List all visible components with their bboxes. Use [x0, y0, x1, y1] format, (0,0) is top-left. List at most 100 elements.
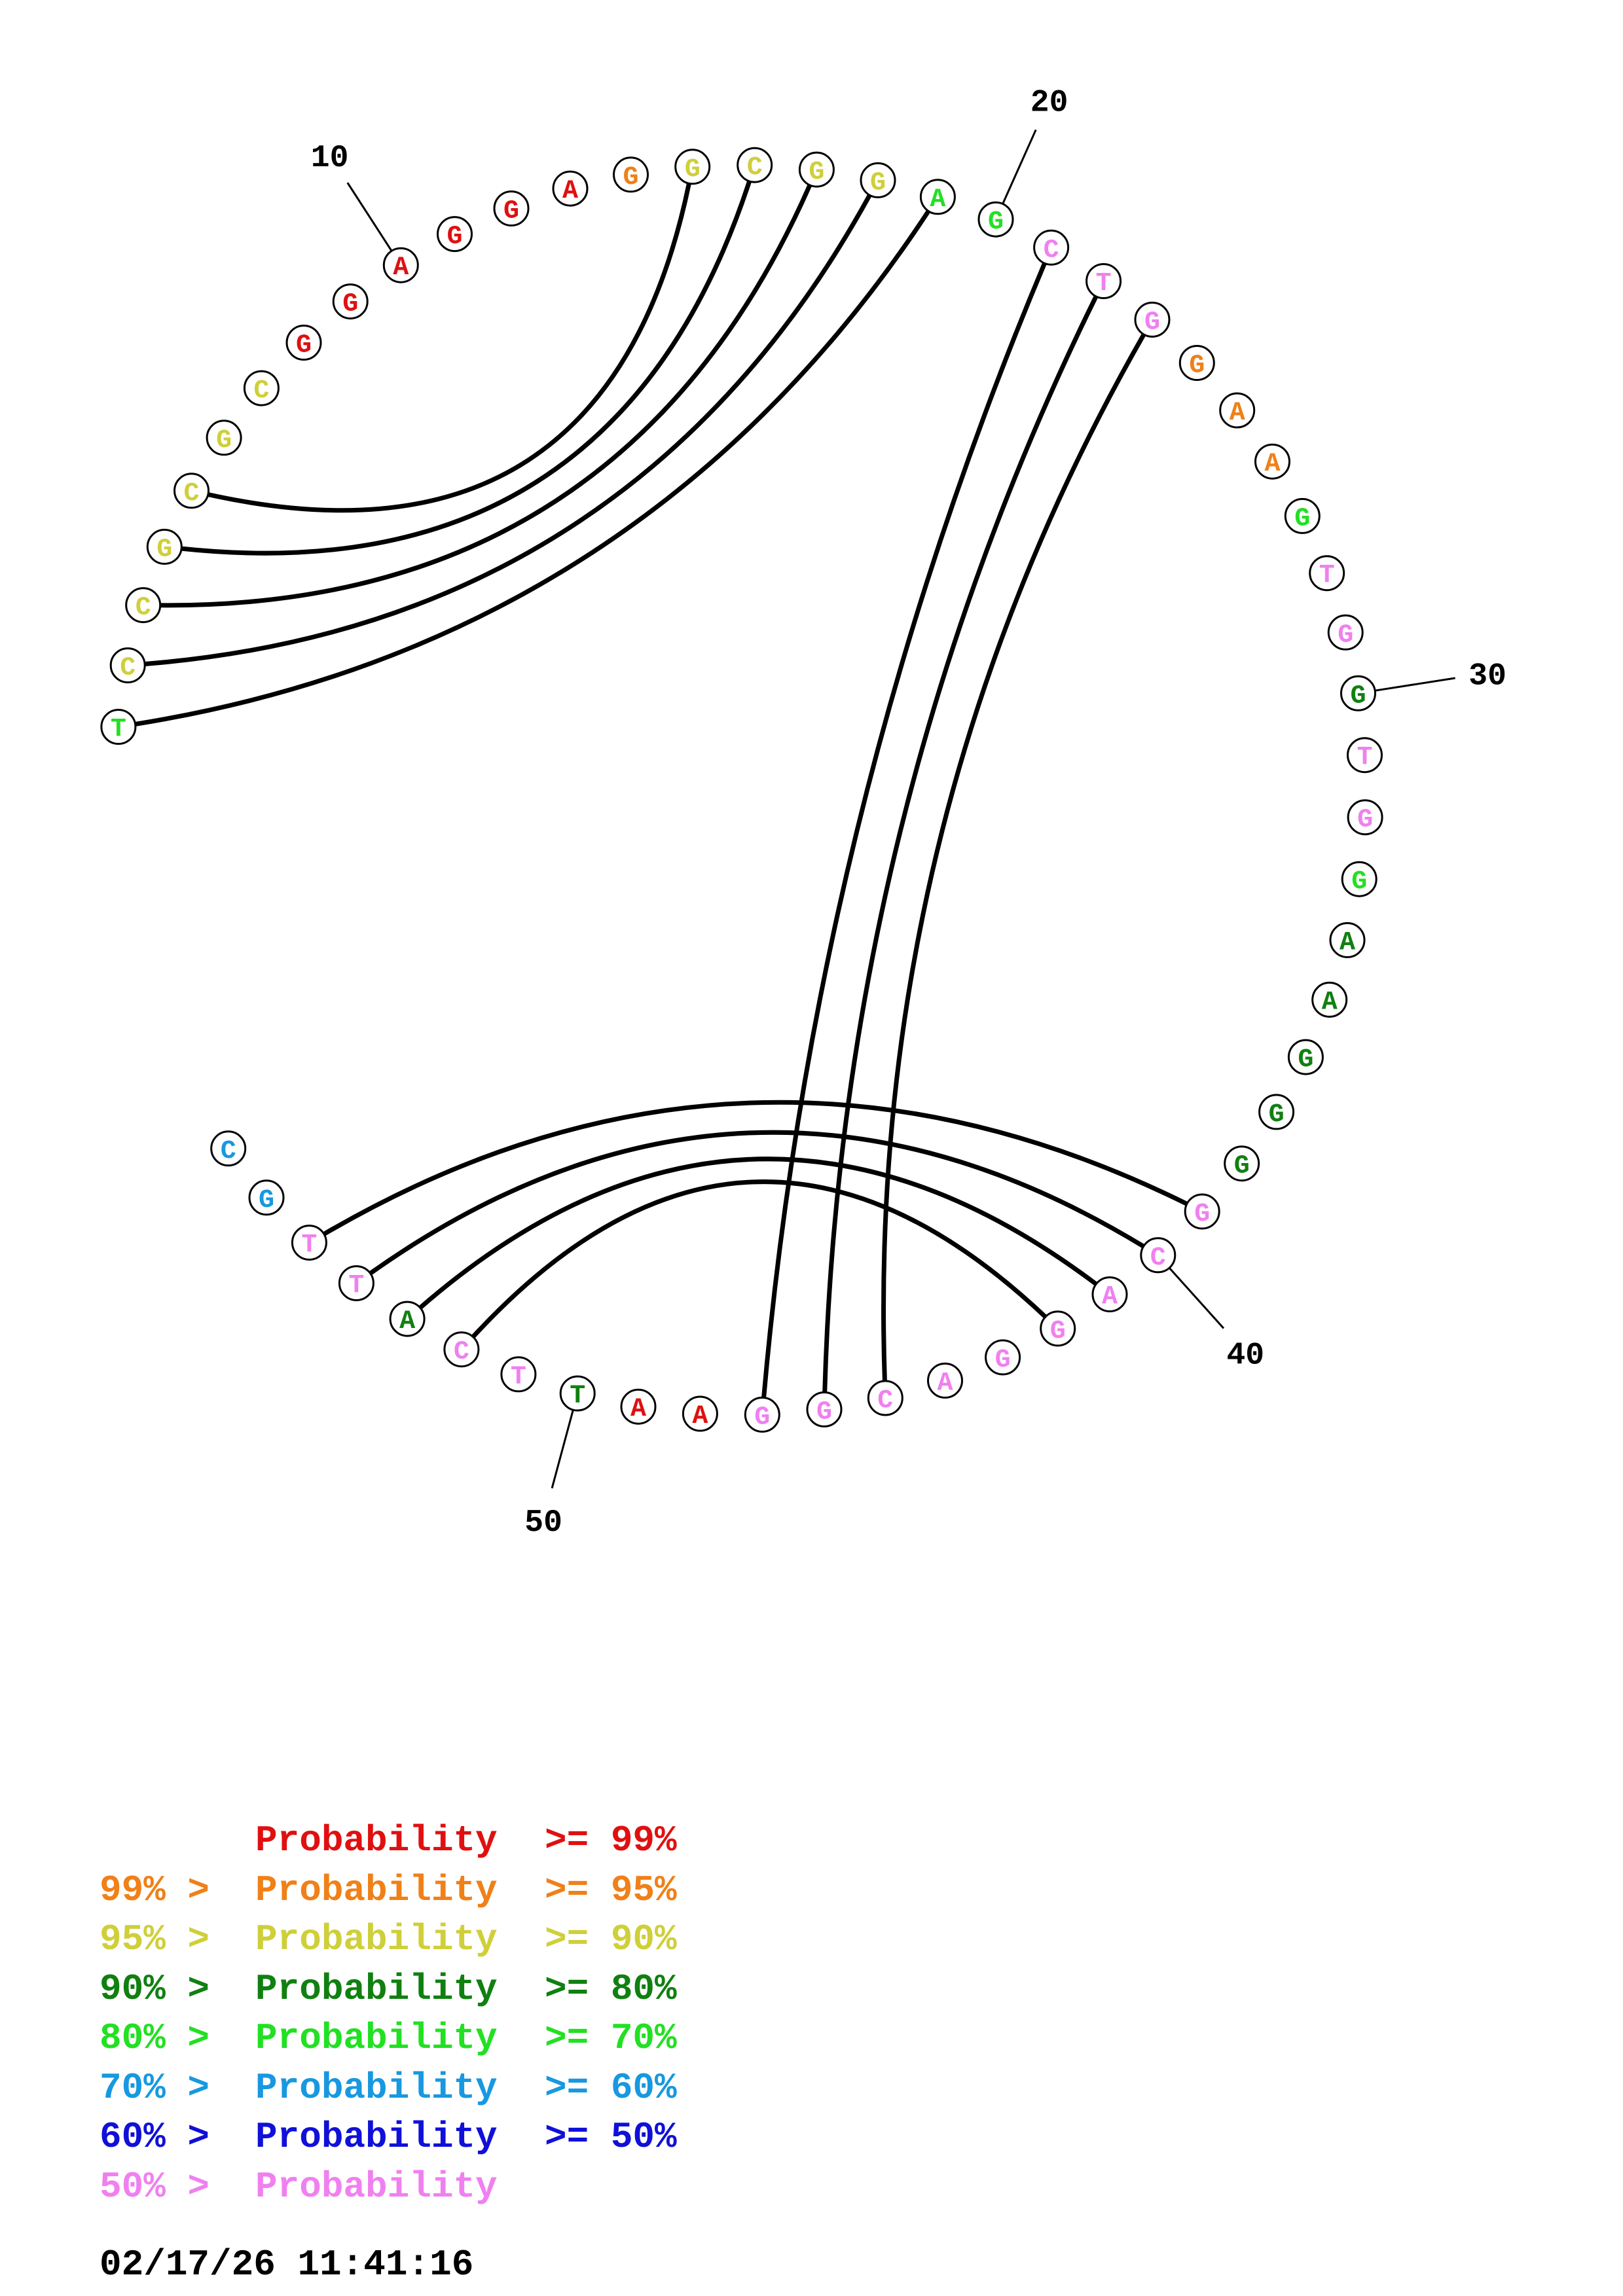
- nucleotide-circle: [443, 1331, 480, 1368]
- nucleotide: G: [798, 151, 835, 188]
- nucleotide-letter: A: [1102, 1283, 1118, 1312]
- nucleotide-circle: [338, 1265, 374, 1302]
- nucleotide-letter: G: [1338, 620, 1353, 650]
- nucleotide-letter: A: [1264, 450, 1280, 479]
- nucleotide-circle: [493, 190, 530, 226]
- nucleotide: A: [1254, 443, 1290, 480]
- nucleotide-circle: [1309, 555, 1345, 592]
- nucleotide-letter: G: [1144, 308, 1160, 337]
- legend-upper-bound: >= 70%: [545, 2017, 677, 2059]
- nucleotide: T: [1309, 555, 1345, 592]
- nucleotide-circle: [1258, 1094, 1295, 1130]
- nucleotide-letter: G: [503, 197, 519, 226]
- base-pair-arc: [418, 1157, 1098, 1310]
- nucleotide: G: [1327, 614, 1364, 651]
- nucleotide-circle: [389, 1300, 426, 1337]
- nucleotide-circle: [291, 1225, 327, 1261]
- nucleotide-letter: C: [1150, 1244, 1166, 1273]
- nucleotide-letter: G: [1050, 1317, 1066, 1346]
- nucleotide-circle: [919, 179, 956, 215]
- nucleotide-letter: G: [1234, 1152, 1250, 1181]
- nucleotide-circle: [1329, 922, 1366, 958]
- nucleotide-letter: C: [183, 479, 199, 509]
- nucleotide-letter: G: [1350, 681, 1366, 711]
- nucleotide-circle: [1341, 861, 1377, 897]
- nucleotide-circle: [867, 1380, 903, 1416]
- nucleotide-letter: T: [570, 1382, 585, 1411]
- position-label: 20: [1030, 86, 1068, 121]
- legend-label: Probability: [255, 1820, 498, 1861]
- base-pair-arc: [881, 333, 1146, 1382]
- nucleotide-circle: [860, 162, 896, 198]
- nucleotide-circle: [1340, 675, 1376, 711]
- legend-lower-bound: 70% >: [100, 2066, 210, 2109]
- legend-upper-bound: >= 99%: [545, 1820, 677, 1861]
- nucleotide: G: [1178, 345, 1215, 381]
- nucleotide-letter: A: [930, 185, 945, 215]
- legend-upper-bound: >= 50%: [545, 2116, 677, 2158]
- legend-upper-bound: >= 80%: [545, 1967, 677, 2010]
- nucleotide-letter: T: [111, 715, 126, 745]
- legend-upper-bound: >= 60%: [545, 2066, 677, 2109]
- nucleotide: G: [806, 1391, 843, 1427]
- nucleotide: C: [243, 370, 280, 406]
- nucleotide: C: [737, 147, 773, 183]
- nucleotide-circle: [682, 1395, 718, 1432]
- nucleotide: G: [613, 156, 649, 193]
- nucleotide-circle: [1287, 1039, 1324, 1075]
- legend-label: Probability: [255, 2017, 498, 2059]
- base-pair-arc: [761, 262, 1047, 1398]
- base-pair-arc: [135, 209, 931, 726]
- nucleotide: T: [291, 1225, 327, 1261]
- nucleotide-letter: G: [447, 223, 462, 252]
- legend-label: Probability: [255, 1967, 498, 2010]
- nucleotide-letter: C: [120, 654, 136, 683]
- nucleotide-circle: [332, 283, 369, 320]
- timestamp: 02/17/26 11:41:16: [100, 2244, 474, 2286]
- nucleotide-letter: G: [988, 207, 1004, 237]
- nucleotide-letter: G: [809, 158, 824, 187]
- nucleotide: G: [1184, 1193, 1220, 1230]
- nucleotide: A: [919, 179, 956, 215]
- nucleotide-circle: [977, 201, 1014, 238]
- nucleotide-circle: [125, 587, 162, 624]
- nucleotide: A: [1091, 1276, 1128, 1313]
- nucleotide-circle: [100, 709, 137, 745]
- nucleotide: C: [443, 1331, 480, 1368]
- nucleotide-circle: [1040, 1310, 1076, 1347]
- position-tick-line: [1374, 677, 1455, 692]
- nucleotide-letter: T: [1357, 744, 1372, 773]
- position-label: 10: [311, 141, 349, 176]
- nucleotide-letter: G: [995, 1346, 1011, 1375]
- nucleotide: G: [248, 1179, 285, 1216]
- nucleotide: G: [146, 528, 183, 565]
- nucleotide-letter: G: [296, 331, 312, 361]
- nucleotide: T: [338, 1265, 374, 1302]
- nucleotide: G: [744, 1396, 780, 1433]
- nucleotide-letter: G: [1269, 1100, 1285, 1130]
- legend-lower-bound: 90% >: [100, 1967, 210, 2010]
- nucleotide-circle: [285, 325, 322, 361]
- nucleotide: G: [1287, 1039, 1324, 1075]
- nucleotide: G: [1341, 861, 1377, 897]
- nucleotide-circle: [382, 247, 419, 283]
- nucleotide-circle: [798, 151, 835, 188]
- nucleotide-letter: G: [816, 1397, 832, 1427]
- legend-label: Probability: [255, 2066, 498, 2109]
- nucleotide-letter: G: [1189, 351, 1205, 381]
- nucleotide-letter: A: [692, 1402, 708, 1431]
- nucleotide-circle: [1254, 443, 1290, 480]
- nucleotide-letter: C: [136, 594, 151, 623]
- nucleotide: G: [206, 420, 242, 456]
- position-label: 50: [524, 1505, 562, 1541]
- nucleotide-letter: A: [393, 253, 409, 283]
- nucleotide-letter: C: [1044, 236, 1059, 265]
- nucleotide-letter: G: [754, 1403, 770, 1432]
- nucleotide-circle: [1033, 229, 1070, 266]
- nucleotide-circle: [559, 1375, 596, 1412]
- legend-label: Probability: [255, 2116, 498, 2158]
- nucleotide-circle: [206, 420, 242, 456]
- base-pair-arc: [144, 194, 872, 666]
- nucleotide: T: [1085, 263, 1122, 299]
